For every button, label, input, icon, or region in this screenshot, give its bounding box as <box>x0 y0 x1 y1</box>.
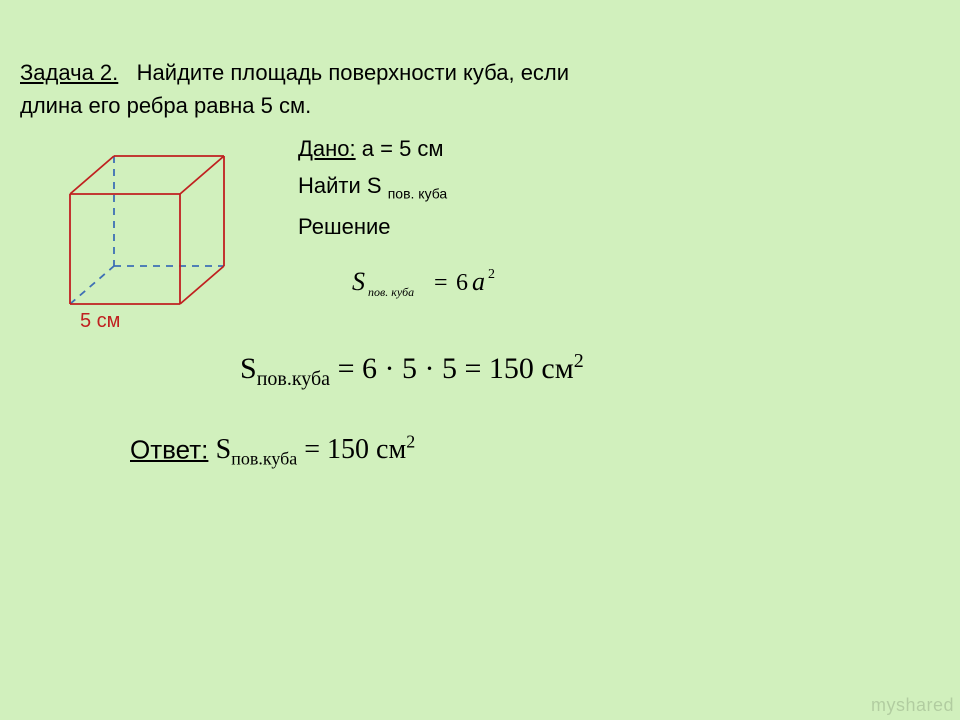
calculation-line: Sпов.куба = 6 · 5 · 5 = 150 см2 <box>240 350 584 391</box>
cube-edge-label: 5 см <box>80 310 120 333</box>
find-label: Найти S <box>298 173 382 198</box>
svg-text:пов. куба: пов. куба <box>368 285 414 299</box>
find-subscript: пов. куба <box>388 185 448 201</box>
watermark: myshared <box>871 695 954 716</box>
calc-result: 150 см <box>489 352 574 385</box>
svg-text:S: S <box>352 267 365 296</box>
calc-mid: = 6 · 5 · 5 = <box>330 352 489 385</box>
answer-mid: = <box>297 434 327 465</box>
answer-exp: 2 <box>406 432 415 452</box>
given-label: Дано: <box>298 136 356 161</box>
answer-result: 150 см <box>327 434 406 465</box>
given-block: Дано: а = 5 см Найти S пов. куба <box>298 132 447 204</box>
problem-text-2: длина его ребра равна 5 см. <box>20 93 311 118</box>
answer-var: S <box>216 434 232 465</box>
calc-exp: 2 <box>574 350 584 372</box>
calc-sub: пов.куба <box>257 368 330 390</box>
svg-text:a: a <box>472 267 485 296</box>
answer-label: Ответ: <box>130 434 208 464</box>
answer-sub: пов.куба <box>231 449 297 469</box>
answer-line: Ответ: Sпов.куба = 150 см2 <box>130 432 415 470</box>
solution-label: Решение <box>298 214 391 240</box>
problem-statement: Задача 2. Найдите площадь поверхности ку… <box>20 56 920 122</box>
svg-text:=: = <box>434 270 448 296</box>
cube-diagram <box>60 144 230 334</box>
svg-text:2: 2 <box>488 267 495 282</box>
formula-image: S пов. куба = 6 a 2 <box>352 262 572 302</box>
problem-text-1: Найдите площадь поверхности куба, если <box>137 60 569 85</box>
problem-label: Задача 2. <box>20 60 118 85</box>
calc-var: S <box>240 352 257 385</box>
given-value: а = 5 см <box>362 136 444 161</box>
svg-text:6: 6 <box>456 270 468 296</box>
